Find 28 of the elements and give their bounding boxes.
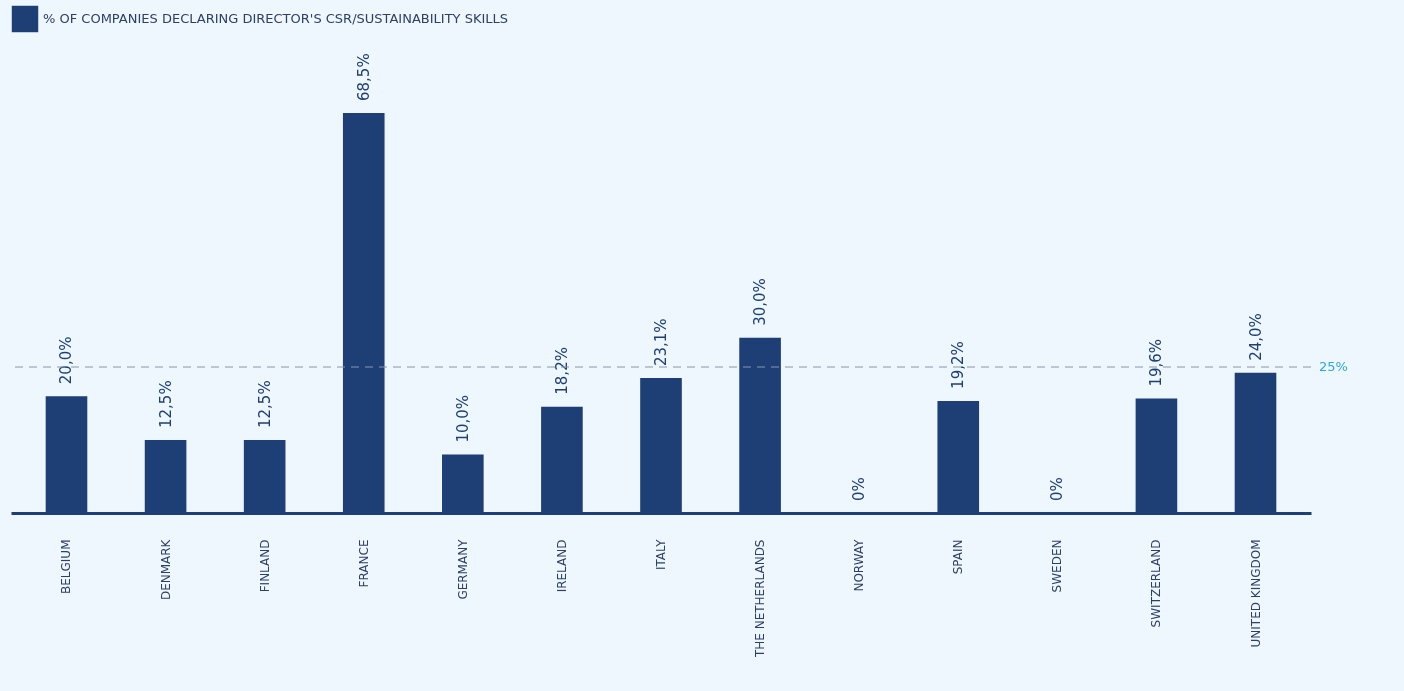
data-label: 24,0%	[1246, 313, 1265, 361]
x-tick-label: SPAIN	[951, 539, 966, 575]
x-tick-label: IRELAND	[554, 539, 569, 593]
data-label: 30,0%	[751, 278, 770, 326]
data-label: 0%	[1048, 477, 1067, 501]
x-tick-label: FRANCE	[356, 539, 371, 588]
x-tick-label: GERMANY	[455, 538, 470, 600]
data-label: 23,1%	[652, 318, 670, 367]
x-tick-label: SWEDEN	[1050, 539, 1065, 593]
data-label: 12,5%	[156, 380, 175, 429]
x-tick-label: ITALY	[654, 538, 668, 571]
ref-line-label: 25%	[1319, 359, 1348, 375]
data-label: 68,5%	[354, 53, 373, 101]
data-label: 18,2%	[552, 347, 571, 395]
x-tick-label: SWITZERLAND	[1149, 539, 1164, 628]
x-tick-label: FINLAND	[257, 539, 272, 593]
data-label: 12,5%	[255, 380, 274, 429]
x-tick-label: THE NETHERLANDS	[753, 539, 768, 659]
data-label: 20,0%	[57, 336, 76, 385]
legend-label: % OF COMPANIES DECLARING DIRECTOR'S CSR/SUSTAINABILITY SKILLS	[43, 11, 509, 26]
x-tick-label: NORWAY	[852, 538, 867, 592]
data-label: 19,2%	[949, 341, 968, 389]
x-tick-label: UNITED KINGDOM	[1248, 539, 1263, 648]
x-tick-label: BELGIUM	[59, 539, 74, 594]
data-label: 10,0%	[453, 394, 472, 443]
data-label: 19,6%	[1147, 338, 1166, 387]
x-tick-label: DENMARK	[158, 538, 173, 601]
data-label: 0%	[850, 477, 869, 501]
